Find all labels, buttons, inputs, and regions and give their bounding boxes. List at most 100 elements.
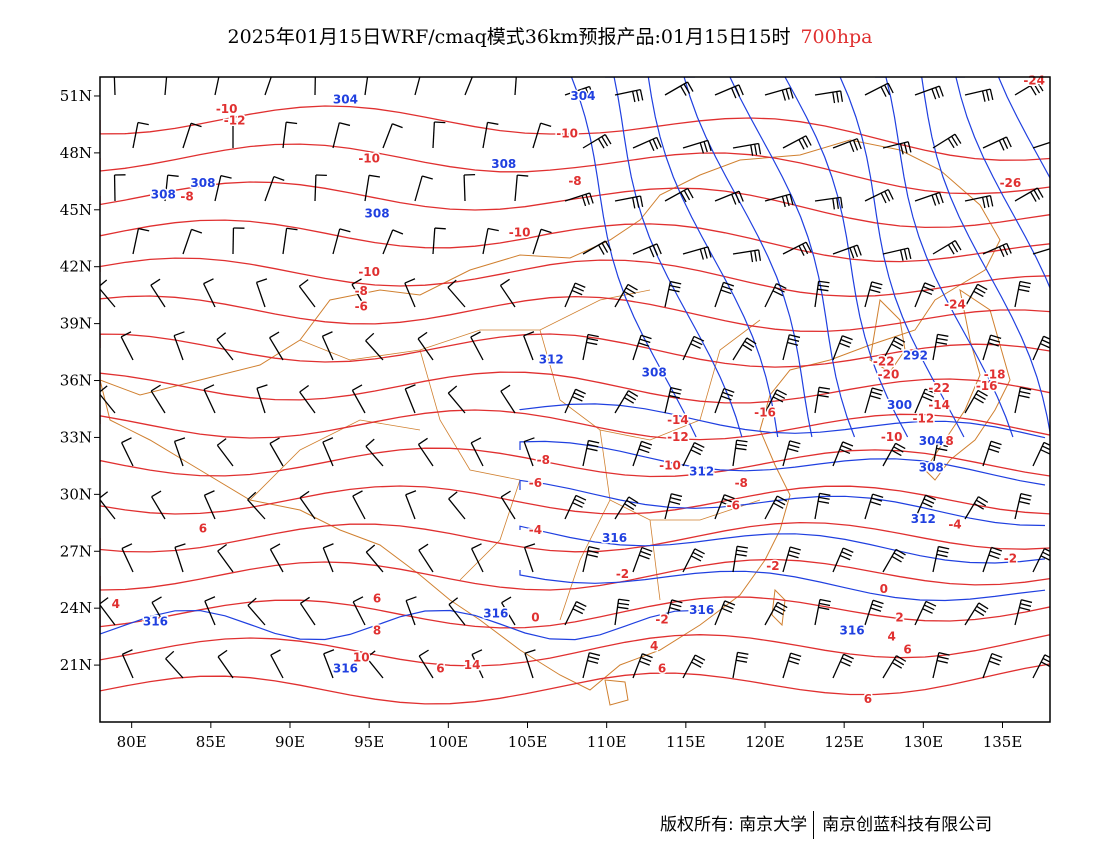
wind-barb (404, 384, 416, 414)
temperature-label: -8 (537, 453, 550, 467)
copyright-text: 版权所有: 南京大学 (660, 815, 808, 835)
temperature-label: -10 (556, 127, 578, 141)
isotherm-line (100, 485, 1050, 515)
height-contours (100, 77, 1100, 641)
wind-barb (164, 77, 168, 96)
wind-barb (113, 77, 116, 96)
wind-barb (1014, 187, 1044, 202)
wind-barb (448, 597, 466, 626)
wind-barb (582, 134, 612, 149)
height-label: 300 (887, 398, 912, 412)
wind-barb (832, 335, 853, 361)
lat-tick-label: 45N (60, 201, 92, 219)
wind-barb (814, 492, 831, 520)
lat-tick-label: 36N (60, 372, 92, 390)
lon-tick-label: 95E (354, 733, 384, 751)
height-contour (1052, 77, 1100, 437)
wind-barb (882, 141, 912, 155)
temperature-label: -12 (912, 411, 934, 425)
province-lines (249, 289, 761, 621)
wind-barb (982, 136, 1012, 151)
lat-tick-label: 48N (60, 144, 92, 162)
wind-barb (414, 175, 433, 202)
temperature-contours (100, 105, 1050, 705)
wind-barb (1014, 599, 1033, 626)
wind-barb (365, 332, 384, 361)
isotherm-line (100, 333, 1050, 368)
wind-barb (964, 88, 994, 102)
temperature-label: -6 (727, 499, 740, 513)
wind-barb (418, 543, 434, 573)
wind-barb (814, 196, 843, 210)
wind-barb (1014, 493, 1032, 520)
wind-barb (524, 649, 536, 679)
footer-separator (813, 811, 815, 839)
isotherm-line (100, 558, 1050, 591)
isotherm-line (100, 521, 1050, 553)
wind-barb (832, 138, 862, 153)
wind-barb (499, 278, 516, 308)
height-label: 316 (143, 614, 168, 628)
wind-barb (432, 227, 446, 255)
height-contour (519, 440, 1046, 486)
wind-barb (214, 77, 220, 96)
height-label: 308 (642, 366, 667, 380)
wind-barb (214, 175, 232, 202)
wind-barb (132, 227, 150, 255)
wind-barb (564, 282, 586, 308)
lon-tick-label: 130E (904, 733, 944, 751)
wind-barb (1032, 141, 1050, 149)
wind-barb (864, 493, 884, 520)
coast-hainan (604, 679, 629, 706)
wind-barb (564, 388, 586, 414)
wind-barb (314, 174, 327, 202)
wind-barb (764, 601, 788, 626)
wind-barb (174, 543, 186, 573)
height-contour (875, 77, 1014, 438)
wind-barb (814, 90, 844, 104)
temperature-label: -4 (948, 518, 961, 532)
wind-barb (269, 331, 284, 361)
wind-barb (564, 85, 594, 100)
temperature-label: -16 (976, 379, 998, 393)
wind-barb (1032, 335, 1050, 361)
height-label: 316 (602, 531, 627, 545)
wind-barb (732, 651, 749, 679)
wind-barb (932, 133, 962, 149)
wind-barb (582, 439, 600, 467)
wind-barb (964, 389, 988, 414)
isotherm-line (100, 634, 1050, 667)
wind-barb (832, 441, 854, 467)
wind-barb (614, 88, 644, 103)
wind-barb (782, 135, 812, 150)
wind-barb (864, 387, 883, 414)
wind-barb (732, 337, 757, 361)
wind-barb (482, 121, 499, 149)
wind-barb (582, 546, 600, 573)
wind-barb (832, 244, 862, 259)
wind-barb (1014, 386, 1032, 414)
wind-barb (782, 440, 801, 467)
wind-barb (351, 384, 366, 414)
wind-barb (982, 334, 1002, 361)
height-label: 308 (190, 176, 215, 190)
isotherm-line (100, 409, 1050, 441)
wind-barb (299, 490, 316, 520)
temperature-label: -2 (766, 559, 779, 573)
wind-barb (914, 85, 944, 100)
pressure-level: 700hpa (800, 26, 873, 48)
height-label: 308 (919, 461, 944, 475)
wind-barb (365, 544, 384, 573)
height-contour (683, 77, 813, 438)
temperature-label: 4 (650, 639, 658, 653)
wind-barb (664, 187, 694, 203)
height-label: 316 (333, 662, 358, 676)
lon-tick-label: 105E (508, 733, 548, 751)
height-label: 312 (539, 352, 564, 366)
wind-barb (632, 546, 653, 573)
wind-barb (352, 596, 366, 626)
wind-barb (321, 331, 334, 361)
wind-barb (382, 123, 403, 149)
lon-tick-label: 100E (429, 733, 469, 751)
temperature-label: -8 (940, 434, 953, 448)
